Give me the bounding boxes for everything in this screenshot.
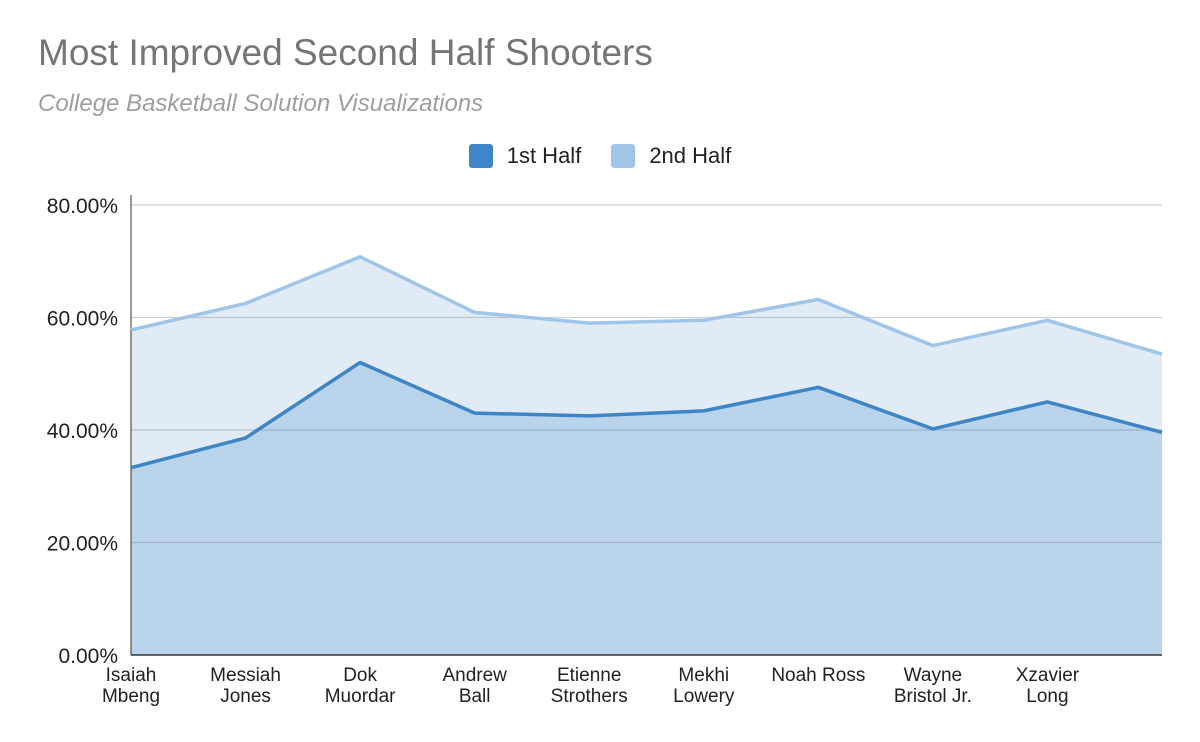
x-tick-label: Noah Ross (771, 665, 865, 686)
y-tick-label: 40.00% (47, 420, 118, 443)
y-tick-label: 60.00% (47, 308, 118, 331)
legend-item-second-half[interactable]: 2nd Half (611, 143, 731, 169)
chart-legend: 1st Half 2nd Half (0, 143, 1200, 169)
y-tick-label: 20.00% (47, 533, 118, 556)
legend-swatch-second-half (611, 144, 636, 168)
x-tick-label: Wayne Bristol Jr. (894, 665, 972, 707)
line-second-half (130, 255, 1163, 356)
legend-swatch-first-half (468, 144, 493, 168)
x-tick-label: Dok Muordar (325, 665, 396, 707)
area-first-half (131, 362, 1162, 655)
x-tick-label: Etienne Strothers (551, 665, 628, 707)
y-tick-label: 0.00% (58, 645, 118, 668)
legend-label-first-half: 1st Half (506, 143, 582, 168)
x-tick-label: Isaiah Mbeng (102, 665, 160, 707)
chart-title: Most Improved Second Half Shooters (38, 32, 653, 73)
chart-subtitle: College Basketball Solution Visualizatio… (38, 90, 484, 117)
x-tick-label: Mekhi Lowery (673, 665, 735, 707)
line-first-half (130, 360, 1163, 470)
legend-item-first-half[interactable]: 1st Half (468, 143, 582, 169)
x-tick-label: Andrew Ball (442, 665, 507, 707)
legend-label-second-half: 2nd Half (649, 143, 732, 168)
x-tick-label: Messiah Jones (210, 665, 281, 707)
x-tick-label: Xzavier Long (1016, 665, 1080, 707)
y-tick-label: 80.00% (47, 195, 118, 218)
